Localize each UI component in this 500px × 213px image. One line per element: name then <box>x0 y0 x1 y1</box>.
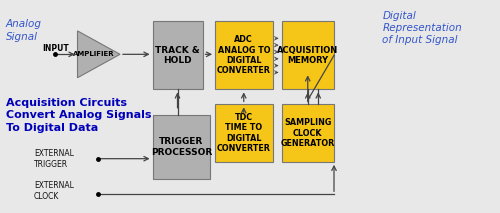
FancyBboxPatch shape <box>152 21 202 89</box>
Text: EXTERNAL
CLOCK: EXTERNAL CLOCK <box>34 181 74 201</box>
Text: Acquisition Circuits
Convert Analog Signals
To Digital Data: Acquisition Circuits Convert Analog Sign… <box>6 98 152 133</box>
Text: ACQUISITION
MEMORY: ACQUISITION MEMORY <box>277 46 338 65</box>
Text: Digital
Representation
of Input Signal: Digital Representation of Input Signal <box>382 11 462 45</box>
FancyBboxPatch shape <box>152 115 210 179</box>
Text: TRACK &
HOLD: TRACK & HOLD <box>155 46 200 65</box>
FancyBboxPatch shape <box>215 21 272 89</box>
Text: TRIGGER
PROCESSOR: TRIGGER PROCESSOR <box>150 137 212 157</box>
FancyBboxPatch shape <box>215 104 272 162</box>
Text: EXTERNAL
TRIGGER: EXTERNAL TRIGGER <box>34 149 74 169</box>
Text: SAMPLING
CLOCK
GENERATOR: SAMPLING CLOCK GENERATOR <box>280 118 335 148</box>
FancyBboxPatch shape <box>282 104 334 162</box>
Text: INPUT: INPUT <box>42 44 69 53</box>
Polygon shape <box>78 31 120 78</box>
FancyBboxPatch shape <box>282 21 334 89</box>
Text: AMPLIFIER: AMPLIFIER <box>73 51 114 57</box>
Text: Analog
Signal: Analog Signal <box>6 19 42 42</box>
Text: TDC
TIME TO
DIGITAL
CONVERTER: TDC TIME TO DIGITAL CONVERTER <box>217 113 270 153</box>
Text: ADC
ANALOG TO
DIGITAL
CONVERTER: ADC ANALOG TO DIGITAL CONVERTER <box>217 35 270 75</box>
